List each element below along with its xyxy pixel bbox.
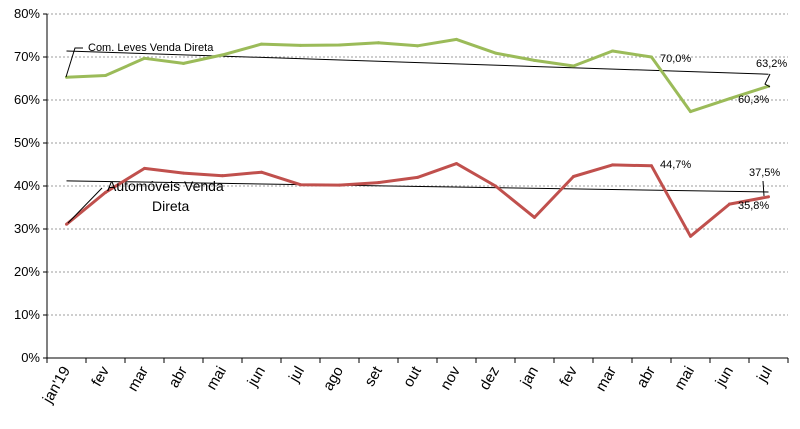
x-tick-label: mar xyxy=(592,364,620,395)
data-point xyxy=(182,171,185,175)
x-tick-label: out xyxy=(400,363,426,390)
annotation-red-apr: 44,7% xyxy=(660,159,691,171)
data-point xyxy=(104,190,107,194)
annotation-red-jun: 35,8% xyxy=(738,200,769,212)
data-label-70: 70,0% xyxy=(660,53,691,65)
data-point xyxy=(104,73,107,77)
data-point xyxy=(221,174,224,178)
data-point xyxy=(533,215,536,219)
data-point xyxy=(416,44,419,48)
data-point xyxy=(572,64,575,68)
leader-line-37-5 xyxy=(762,180,765,197)
x-tick-label: abr xyxy=(633,364,659,391)
y-tick-label: 80% xyxy=(14,6,40,21)
leader-line-red-label xyxy=(67,187,103,224)
data-point xyxy=(221,53,224,57)
x-tick-label: dez xyxy=(476,364,503,393)
trendline-0 xyxy=(66,50,769,75)
data-point xyxy=(728,97,731,101)
annotation-green-jul: 63,2% xyxy=(756,58,787,70)
x-tick-label: nov xyxy=(437,363,464,393)
x-tick-label: jul xyxy=(753,364,776,386)
x-tick-label: jul xyxy=(285,364,308,386)
y-tick-label: 40% xyxy=(14,178,40,193)
leader-line-green-label xyxy=(65,47,83,78)
y-tick-label: 10% xyxy=(14,307,40,322)
data-point xyxy=(377,41,380,45)
data-point xyxy=(377,181,380,185)
data-point xyxy=(494,184,497,188)
data-point xyxy=(416,175,419,179)
data-point xyxy=(611,49,614,53)
data-point xyxy=(728,202,731,206)
y-axis: 0% 10% 20% 30% 40% 50% 60% 70% 80% xyxy=(14,6,48,365)
x-tick-label: abr xyxy=(165,364,191,391)
annotation-green-apr: 70,0% xyxy=(660,53,691,65)
data-label-44-7: 44,7% xyxy=(660,159,691,171)
x-tick-label: jun xyxy=(244,364,269,391)
data-point xyxy=(338,183,341,187)
x-tick-label: mar xyxy=(124,364,152,395)
data-label-35-8: 35,8% xyxy=(738,200,769,212)
series-label-automoveis-line1: Automóveis Venda xyxy=(107,178,224,194)
x-tick-label: fev xyxy=(556,363,581,389)
data-point xyxy=(494,51,497,55)
data-point xyxy=(689,110,692,114)
data-label-63-2: 63,2% xyxy=(756,58,787,70)
data-point xyxy=(611,163,614,167)
y-tick-label: 20% xyxy=(14,264,40,279)
leader-line-63-2 xyxy=(764,73,771,88)
y-tick-label: 50% xyxy=(14,135,40,150)
data-label-60-3: 60,3% xyxy=(738,94,769,106)
data-point xyxy=(650,55,653,59)
annotation-green-jun: 60,3% xyxy=(738,94,769,106)
data-point xyxy=(689,234,692,238)
data-point xyxy=(533,58,536,62)
x-tick-label: jan'19 xyxy=(39,364,74,408)
y-tick-label: 0% xyxy=(21,350,40,365)
trendlines xyxy=(66,50,769,193)
x-axis: jan'19 fev mar abr mai jun jul ago set out nov dez j… xyxy=(39,357,789,408)
series-label-com-leves: Com. Leves Venda Direta xyxy=(88,42,214,54)
gridlines xyxy=(47,13,788,316)
data-point xyxy=(572,175,575,179)
data-point xyxy=(338,43,341,47)
data-point xyxy=(299,183,302,187)
data-point xyxy=(182,61,185,65)
data-point xyxy=(260,170,263,174)
x-tick-label: fev xyxy=(88,363,113,389)
series-label-automoveis-line2: Direta xyxy=(152,198,190,214)
data-point xyxy=(260,42,263,46)
data-point xyxy=(650,164,653,168)
data-point xyxy=(299,43,302,47)
data-point xyxy=(143,56,146,60)
x-tick-label: jun xyxy=(712,364,737,391)
series-lines xyxy=(65,37,770,238)
data-point xyxy=(767,195,770,199)
x-tick-label: ago xyxy=(320,364,347,394)
x-tick-label: mai xyxy=(671,364,698,393)
data-point xyxy=(143,166,146,170)
data-point xyxy=(65,222,68,226)
data-point xyxy=(455,162,458,166)
trendline-1 xyxy=(66,180,769,193)
y-tick-label: 60% xyxy=(14,92,40,107)
data-point xyxy=(455,37,458,41)
x-tick-label: set xyxy=(361,363,386,390)
data-label-37-5: 37,5% xyxy=(749,167,780,179)
x-tick-label: mai xyxy=(203,364,230,393)
y-tick-label: 70% xyxy=(14,49,40,64)
annotation-red-jul: 37,5% xyxy=(749,167,780,179)
x-tick-label: jan xyxy=(517,364,542,391)
y-tick-label: 30% xyxy=(14,221,40,236)
